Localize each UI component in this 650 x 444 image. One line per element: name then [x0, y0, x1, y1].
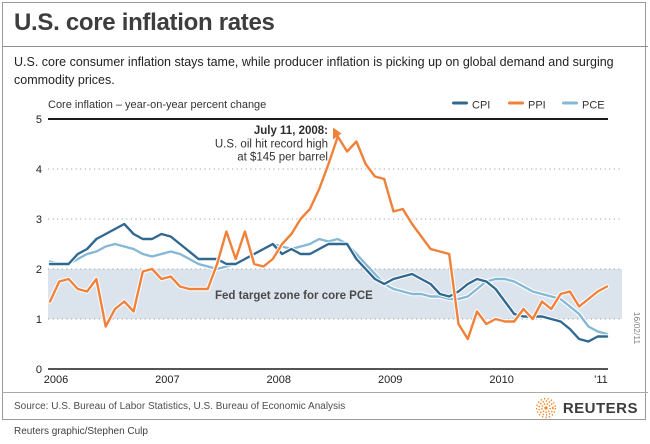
y-tick-label-2: 2 [36, 264, 42, 276]
reuters-logo: REUTERS [535, 396, 638, 420]
graphic-frame [2, 2, 646, 420]
reuters-wordmark: REUTERS [562, 399, 638, 417]
chart-axis-caption: Core inflation – year-on-year percent ch… [48, 99, 266, 111]
reuters-logo-icon [535, 397, 556, 419]
series-line-ppi [48, 135, 609, 341]
y-tick-label-1: 1 [36, 314, 42, 326]
x-tick-label-1: 2007 [155, 374, 179, 386]
subtitle: U.S. core consumer inflation stays tame,… [14, 55, 614, 87]
date-stamp: 16/02/11 [632, 312, 642, 345]
series-line-pce [48, 237, 609, 336]
source-note: Source: U.S. Bureau of Labor Statistics,… [14, 401, 346, 412]
legend-swatch-pce [562, 101, 578, 105]
x-tick-label-0: 2006 [44, 374, 68, 386]
page-title: U.S. core inflation rates [14, 9, 275, 36]
credit-line: Reuters graphic/Stephen Culp [14, 426, 148, 437]
x-tick-label-3: 2009 [378, 374, 402, 386]
legend-label-ppi: PPI [528, 100, 546, 112]
annotation-text-line3: at $145 per barrel [237, 152, 328, 164]
legend-label-cpi: CPI [472, 100, 490, 112]
y-tick-label-0: 0 [36, 364, 42, 376]
footer-divider [2, 392, 648, 393]
series-line-cpi [48, 222, 609, 343]
annotation-arrow-icon [333, 127, 342, 140]
legend-swatch-cpi [452, 101, 468, 105]
target-band-label: Fed target zone for core PCE [215, 290, 373, 302]
chart-labels-layer: 0 1 2 3 4 5 2006 2007 2008 2009 2010 '11 CPI PPI PCE [36, 100, 608, 387]
y-tick-label-4: 4 [36, 164, 42, 176]
y-tick-label-3: 3 [36, 214, 42, 226]
legend-label-pce: PCE [582, 100, 605, 112]
annotation-date: July 11, 2008: [254, 125, 328, 137]
x-tick-label-4: 2010 [489, 374, 513, 386]
x-tick-label-2: 2008 [267, 374, 291, 386]
title-divider [2, 46, 648, 47]
annotation-text-line2: U.S. oil hit record high [215, 139, 328, 151]
y-tick-label-5: 5 [36, 114, 42, 126]
chart-series-layer [47, 134, 610, 344]
legend-swatch-ppi [508, 101, 524, 105]
x-tick-label-5: '11 [594, 374, 608, 386]
